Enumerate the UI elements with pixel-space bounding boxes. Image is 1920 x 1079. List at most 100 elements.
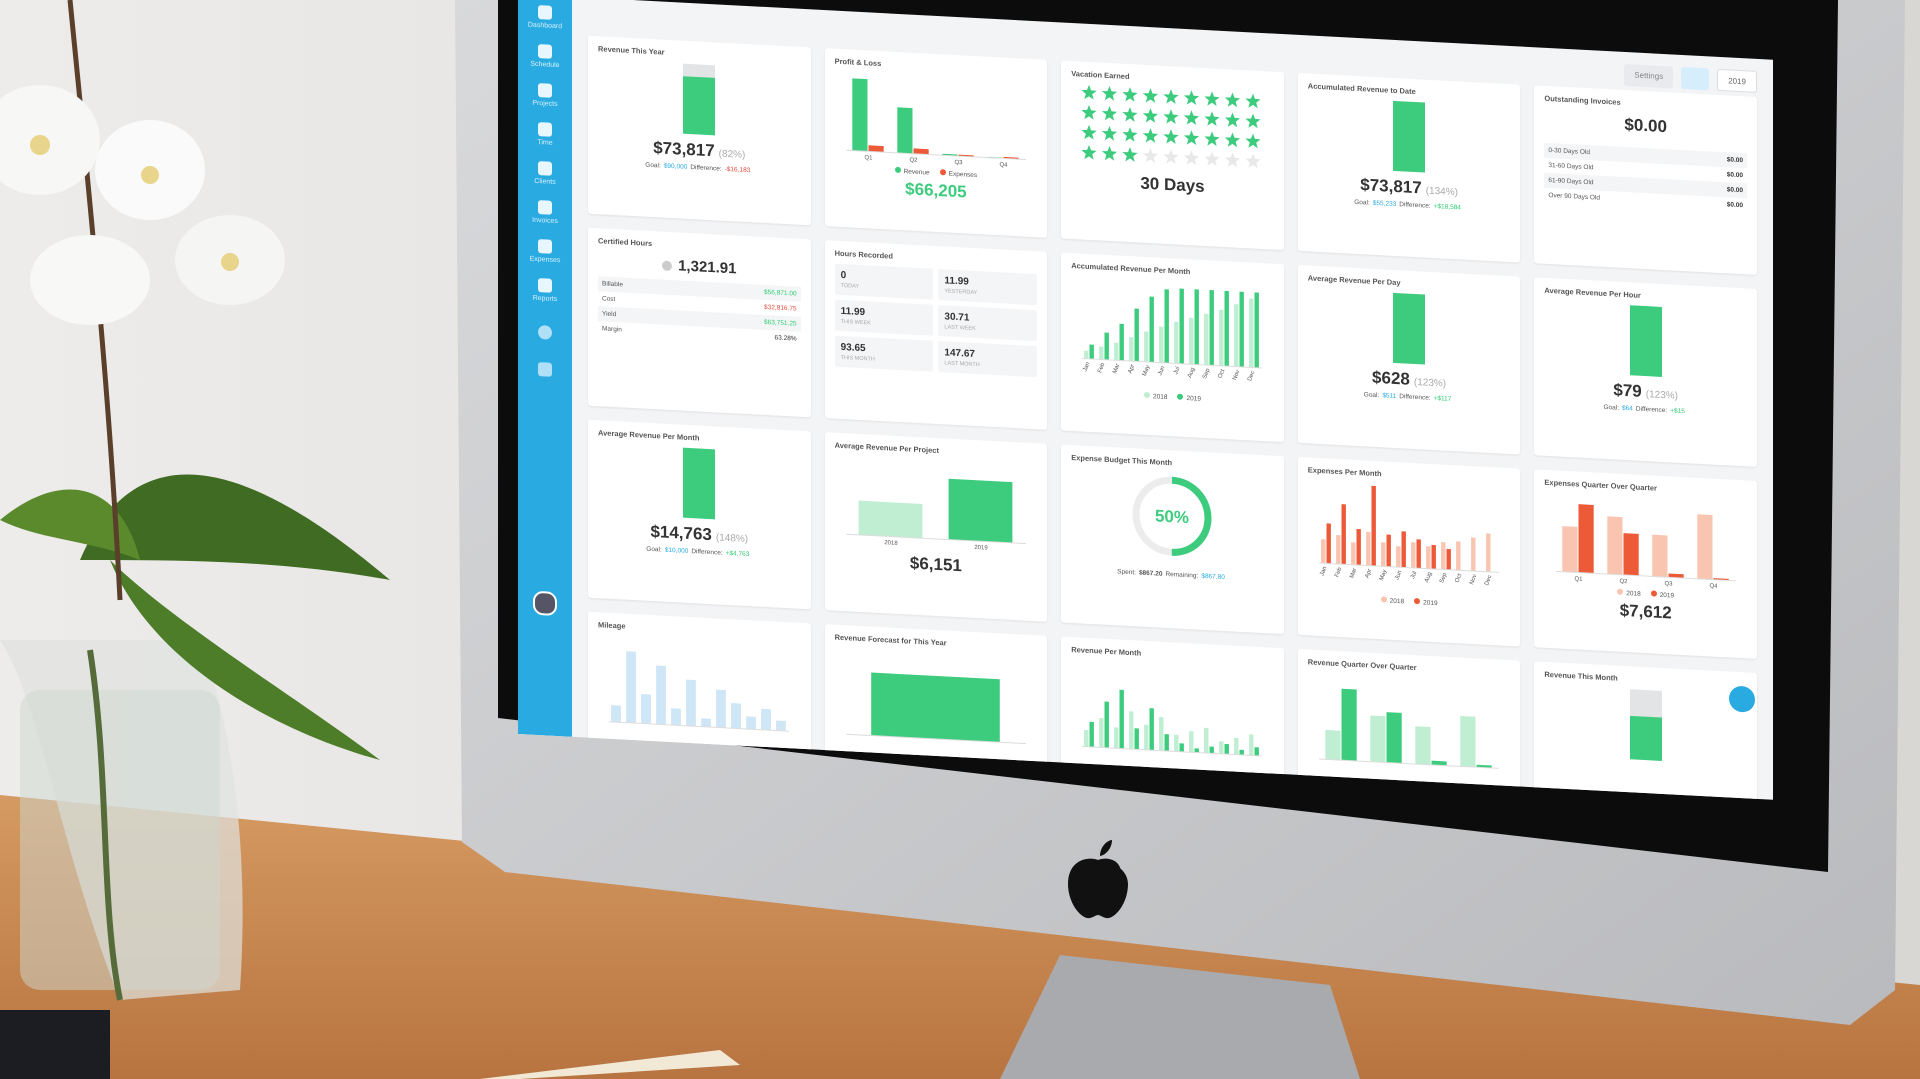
baseline (1555, 570, 1736, 582)
bar (1224, 743, 1230, 755)
star (1122, 147, 1139, 162)
category-label: Jul (1174, 366, 1182, 375)
dashboard: Settings 2019 Revenue This Year $73,817 (8… (572, 0, 1773, 800)
row-value: $32,816.75 (764, 303, 797, 313)
row-value: 63.28% (774, 334, 797, 343)
star (1184, 150, 1200, 166)
star (1184, 130, 1200, 146)
meter-fill (1393, 100, 1426, 173)
tile: 147.67 Last Month (938, 341, 1038, 378)
difference-value: +$15 (1670, 407, 1685, 416)
nav-label: Projects (532, 99, 558, 109)
card: Revenue Quarter Over Quarter (1297, 648, 1521, 800)
card: Mileage (588, 611, 811, 800)
goal-meter (1629, 305, 1662, 377)
bar-chart: Jan Feb Mar Apr May Jun Jul Aug Sep Oct Nov Dec (1319, 485, 1500, 587)
bar (1174, 321, 1179, 364)
stars (1081, 84, 1262, 169)
bar (656, 665, 667, 725)
bar (641, 694, 652, 724)
bar (1341, 504, 1346, 565)
legend-label: 2019 (1659, 591, 1675, 600)
difference-label: Difference: (1635, 405, 1668, 415)
row-label: Yield (602, 310, 617, 319)
card-title: Expenses Quarter Over Quarter (1544, 477, 1657, 493)
bar (1204, 313, 1209, 366)
card-title: Average Revenue Per Day (1307, 273, 1401, 288)
bar (1441, 542, 1446, 570)
card: Revenue Per Month (1061, 636, 1284, 800)
bar (1224, 290, 1230, 367)
nav-item: Invoices (532, 200, 558, 225)
card: Average Revenue Per Month $14,763 (148%) Go… (588, 419, 811, 610)
baseline (1319, 562, 1500, 573)
spent-value: $867.20 (1138, 569, 1163, 578)
bar (858, 500, 923, 539)
bar (1396, 546, 1401, 568)
total: $66,205 (905, 179, 967, 202)
remaining-label: Remaining: (1165, 570, 1199, 580)
star (1102, 86, 1118, 101)
star (1163, 129, 1180, 144)
bar (897, 107, 913, 154)
row-label: 31-60 Days Old (1548, 162, 1594, 172)
bar (1415, 726, 1431, 765)
legend-label: 2018 (1153, 393, 1168, 402)
goal-line: Goal: $90,000 Difference: -$16,183 (645, 162, 753, 175)
spent-label: Spent: (1117, 568, 1136, 577)
year-button[interactable]: 2019 (1717, 68, 1757, 93)
bar-chart: Jan Feb Mar Apr May Jun Jul Aug Sep Oct Nov Dec (1082, 288, 1263, 382)
settings-button[interactable]: Settings (1624, 63, 1674, 89)
row-value: $63,751.25 (764, 318, 797, 328)
bar (701, 718, 712, 728)
category-label: Q4 (999, 162, 1008, 168)
goal-meter (683, 63, 716, 136)
star (1122, 87, 1139, 102)
star (1225, 152, 1241, 168)
category-label: Q3 (954, 160, 963, 166)
baseline (1319, 758, 1500, 769)
goal-meter (683, 447, 716, 520)
clock-icon (662, 260, 673, 271)
star (1245, 133, 1262, 149)
bar (1194, 289, 1200, 365)
category-label: 2019 (974, 545, 988, 552)
bar-chart (1082, 689, 1263, 757)
bar (1386, 534, 1391, 567)
bar (948, 478, 1013, 543)
bar (1254, 747, 1260, 756)
goal-meter (1393, 100, 1426, 173)
card-title: Revenue This Month (1544, 669, 1618, 683)
total: $0.00 (1624, 114, 1667, 137)
bar (1099, 718, 1104, 748)
view-button[interactable] (1681, 66, 1710, 91)
desk (0, 795, 1920, 1079)
total: $7,612 (1619, 600, 1672, 623)
chat-button[interactable] (1729, 685, 1755, 713)
category-label: Dec (1248, 370, 1257, 382)
card: Expenses Per Month Jan Feb Mar Apr May Jun Jul A… (1297, 456, 1521, 647)
card: Outstanding Invoices $0.00 0-30 Days Old $0… (1534, 85, 1757, 275)
legend: 2018 2019 (1380, 596, 1438, 607)
star (1245, 153, 1262, 169)
card-title: Accumulated Revenue to Date (1307, 81, 1416, 97)
total: $6,151 (909, 553, 962, 576)
category-label: Q1 (864, 155, 873, 161)
difference-value: +$4,763 (725, 549, 750, 559)
bar (1159, 717, 1164, 751)
legend: Revenue Expenses (894, 166, 977, 179)
bar (1321, 539, 1326, 564)
bar-chart (1319, 688, 1500, 769)
bar (1189, 731, 1194, 753)
star (1245, 93, 1262, 109)
star (1143, 148, 1159, 163)
bar (1114, 727, 1119, 749)
metric-percent: (82%) (718, 148, 746, 161)
nav-icon (538, 239, 552, 254)
legend-label: 2018 (1626, 590, 1641, 598)
days: 30 Days (1140, 173, 1205, 196)
card-title: Mileage (598, 620, 626, 631)
star (1225, 112, 1241, 128)
nav-label: Expenses (529, 255, 561, 265)
